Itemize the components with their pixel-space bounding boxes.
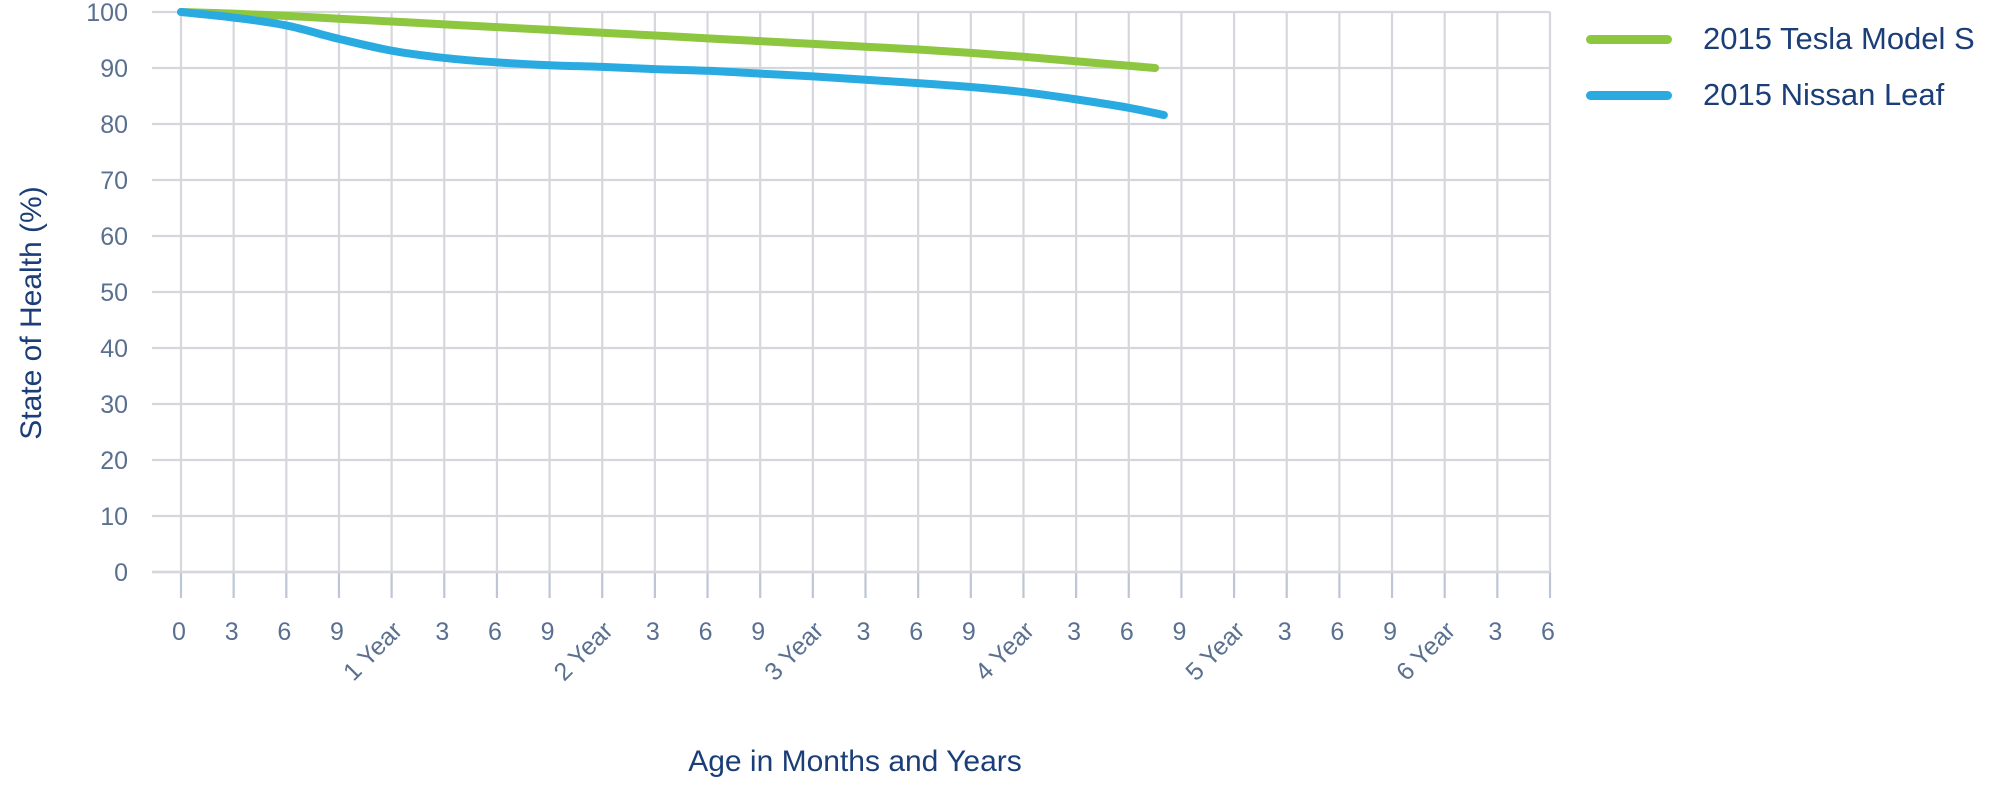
x-tick-label: 6 xyxy=(277,618,291,646)
x-tick-label-year: 3 Year xyxy=(759,616,829,686)
x-tick-label-year: 6 Year xyxy=(1391,616,1461,686)
tesla-series-line xyxy=(177,8,1160,72)
y-tick-label: 50 xyxy=(100,279,128,307)
legend-item-tesla: 2015 Tesla Model S xyxy=(1586,20,1975,58)
x-tick-label: 3 xyxy=(857,618,871,646)
x-tick-label: 6 xyxy=(1330,618,1344,646)
legend-label-leaf: 2015 Nissan Leaf xyxy=(1703,77,1945,112)
x-tick-label: 3 xyxy=(225,618,239,646)
x-axis-title: Age in Months and Years xyxy=(688,745,1022,778)
y-tick-label: 0 xyxy=(114,559,128,587)
y-axis-title: State of Health (%) xyxy=(15,186,48,440)
x-tick-label: 6 xyxy=(1120,618,1134,646)
y-tick-label: 60 xyxy=(100,223,128,251)
x-tick-label: 3 xyxy=(1278,618,1292,646)
x-tick-label: 6 xyxy=(488,618,502,646)
x-tick-label: 9 xyxy=(541,618,555,646)
x-tick-label: 9 xyxy=(1172,618,1186,646)
leaf-line-swatch-icon xyxy=(1586,90,1672,100)
x-tick-label: 3 xyxy=(1067,618,1081,646)
y-tick-label: 80 xyxy=(100,111,128,139)
x-tick-label: 3 xyxy=(1488,618,1502,646)
x-tick-label-year: 5 Year xyxy=(1180,616,1250,686)
y-tick-label: 100 xyxy=(86,0,128,27)
legend-item-leaf: 2015 Nissan Leaf xyxy=(1586,76,1975,114)
x-tick-label: 6 xyxy=(1541,618,1555,646)
x-tick-label-year: 2 Year xyxy=(549,616,619,686)
x-tick-label: 0 xyxy=(172,618,186,646)
y-tick-label: 30 xyxy=(100,391,128,419)
legend: 2015 Tesla Model S 2015 Nissan Leaf xyxy=(1586,20,1975,132)
x-tick-label-year: 4 Year xyxy=(970,616,1040,686)
x-tick-label: 3 xyxy=(646,618,660,646)
x-tick-label: 6 xyxy=(699,618,713,646)
x-tick-label: 9 xyxy=(751,618,765,646)
x-tick-label: 9 xyxy=(330,618,344,646)
y-tick-label: 10 xyxy=(100,503,128,531)
x-tick-label: 6 xyxy=(909,618,923,646)
y-tick-label: 40 xyxy=(100,335,128,363)
y-tick-label: 90 xyxy=(100,55,128,83)
tesla-line-swatch-icon xyxy=(1586,34,1672,44)
x-tick-label: 9 xyxy=(962,618,976,646)
x-tick-label-year: 1 Year xyxy=(338,616,408,686)
leaf-series-line xyxy=(177,8,1168,120)
y-tick-label: 70 xyxy=(100,167,128,195)
x-tick-label: 3 xyxy=(435,618,449,646)
legend-label-tesla: 2015 Tesla Model S xyxy=(1703,21,1975,56)
y-tick-label: 20 xyxy=(100,447,128,475)
x-tick-label: 9 xyxy=(1383,618,1397,646)
